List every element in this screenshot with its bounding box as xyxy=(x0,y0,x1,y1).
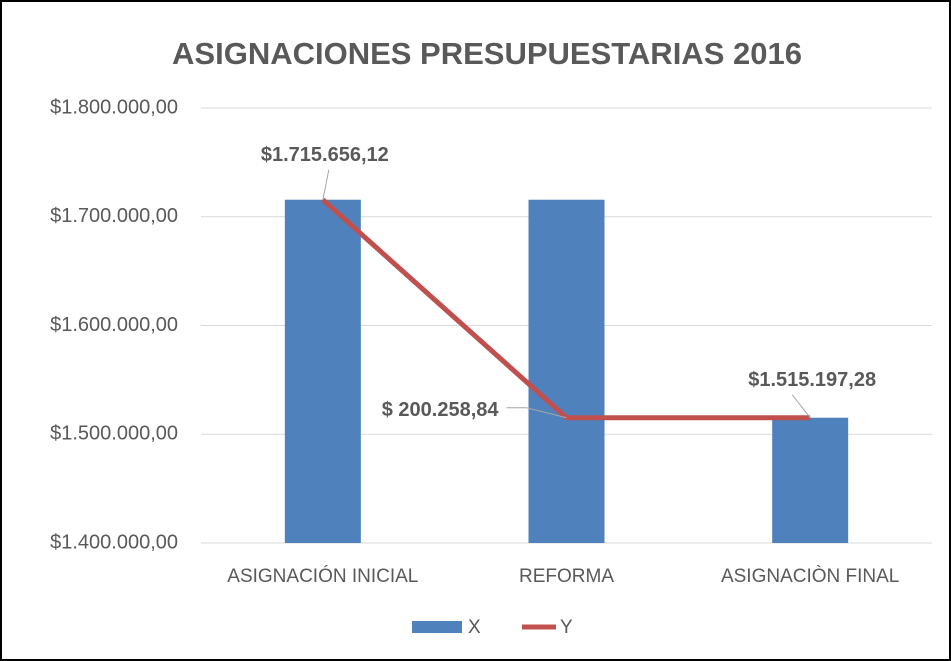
data-label: $1.515.197,28 xyxy=(748,369,876,391)
legend-swatch xyxy=(412,621,462,633)
leader-line xyxy=(322,169,330,200)
y-tick-label: $1.500.000,00 xyxy=(50,423,178,445)
y-tick-label: $1.800.000,00 xyxy=(50,96,178,118)
x-tick-label: ASIGNACIÓN INICIAL xyxy=(227,565,418,587)
x-tick-label: REFORMA xyxy=(519,566,614,587)
data-label: $1.715.656,12 xyxy=(261,144,389,166)
bar xyxy=(284,199,361,543)
y-tick-label: $1.400.000,00 xyxy=(50,531,178,553)
leader-line xyxy=(791,394,811,419)
x-tick-label: ASIGNACIÒN FINAL xyxy=(721,565,899,587)
bar xyxy=(772,417,849,543)
y-tick-label: $1.700.000,00 xyxy=(50,205,178,227)
annotation: $ 200.258,84 xyxy=(382,399,500,421)
y-tick-label: $1.600.000,00 xyxy=(50,314,178,336)
bar xyxy=(528,199,605,543)
chart-title: ASIGNACIONES PRESUPUESTARIAS 2016 xyxy=(172,36,802,71)
leader-line xyxy=(506,407,567,419)
legend-label: Y xyxy=(560,617,573,638)
legend-label: X xyxy=(468,617,481,638)
